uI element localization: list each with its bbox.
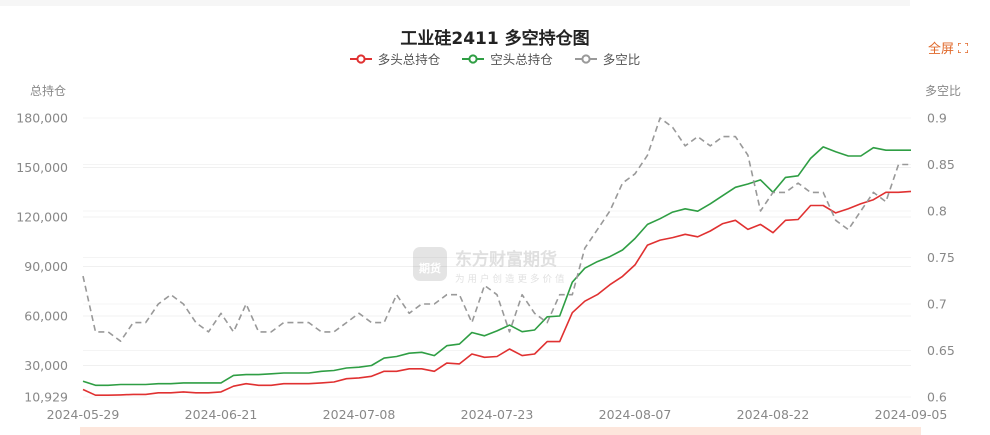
legend-label-ratio: 多空比 — [602, 52, 641, 67]
data-zoom-slider[interactable] — [80, 427, 921, 435]
watermark-slogan: 为用户创造更多价值 — [455, 273, 568, 285]
svg-text:120,000: 120,000 — [16, 210, 68, 225]
series-lines — [82, 117, 912, 397]
svg-text:60,000: 60,000 — [24, 309, 68, 324]
svg-text:2024-09-05: 2024-09-05 — [875, 407, 948, 422]
svg-text:0.65: 0.65 — [927, 343, 955, 358]
svg-text:0.6: 0.6 — [927, 390, 947, 405]
legend-label-long: 多头总持仓 — [377, 52, 441, 67]
fullscreen-button[interactable]: 全屏 — [928, 38, 969, 57]
svg-text:150,000: 150,000 — [16, 160, 68, 175]
svg-text:30,000: 30,000 — [24, 358, 68, 373]
watermark: 期货 东方财富期货 为用户创造更多价值 — [413, 247, 568, 285]
svg-text:2024-07-23: 2024-07-23 — [461, 407, 534, 422]
series-line — [82, 190, 912, 397]
svg-text:0.85: 0.85 — [927, 157, 955, 172]
svg-text:0.8: 0.8 — [927, 204, 947, 219]
svg-text:10,929: 10,929 — [24, 390, 68, 405]
left-axis-ticks: 10,929 30,000 60,000 90,000 120,000 150,000 18… — [16, 111, 68, 405]
svg-text:0.9: 0.9 — [927, 111, 947, 126]
legend-item-long[interactable]: 多头总持仓 — [349, 49, 441, 68]
legend-item-ratio[interactable]: 多空比 — [574, 49, 641, 68]
svg-text:2024-08-22: 2024-08-22 — [737, 407, 810, 422]
watermark-brand: 东方财富期货 — [455, 249, 557, 270]
top-strip — [0, 0, 910, 6]
fullscreen-label: 全屏 — [928, 42, 955, 57]
right-axis-title: 多空比 — [925, 84, 962, 98]
svg-text:2024-05-29: 2024-05-29 — [47, 407, 120, 422]
legend-line-gray-icon — [574, 53, 597, 64]
legend-item-short[interactable]: 空头总持仓 — [462, 49, 553, 68]
chart-title: 工业硅2411 多空持仓图 — [400, 29, 590, 49]
svg-text:2024-06-21: 2024-06-21 — [185, 407, 258, 422]
svg-text:180,000: 180,000 — [16, 111, 68, 126]
left-axis-title: 总持仓 — [30, 84, 67, 98]
legend-line-green-icon — [462, 53, 485, 64]
svg-text:2024-08-07: 2024-08-07 — [599, 407, 672, 422]
legend: 多头总持仓 空头总持仓 多空比 — [0, 49, 990, 68]
right-axis-ticks: 0.6 0.65 0.7 0.75 0.8 0.85 0.9 — [927, 111, 955, 405]
x-axis-ticks: 2024-05-29 2024-06-21 2024-07-08 2024-07-23… — [47, 407, 948, 422]
legend-label-short: 空头总持仓 — [490, 52, 553, 67]
svg-text:90,000: 90,000 — [24, 259, 68, 274]
watermark-logo-text: 期货 — [419, 261, 441, 275]
svg-text:2024-07-08: 2024-07-08 — [323, 407, 396, 422]
legend-line-red-icon — [349, 53, 372, 64]
gridlines — [83, 117, 911, 398]
series-line — [82, 117, 911, 343]
watermark-logo-icon — [413, 247, 447, 281]
svg-text:0.7: 0.7 — [927, 297, 947, 312]
svg-text:0.75: 0.75 — [927, 250, 955, 265]
